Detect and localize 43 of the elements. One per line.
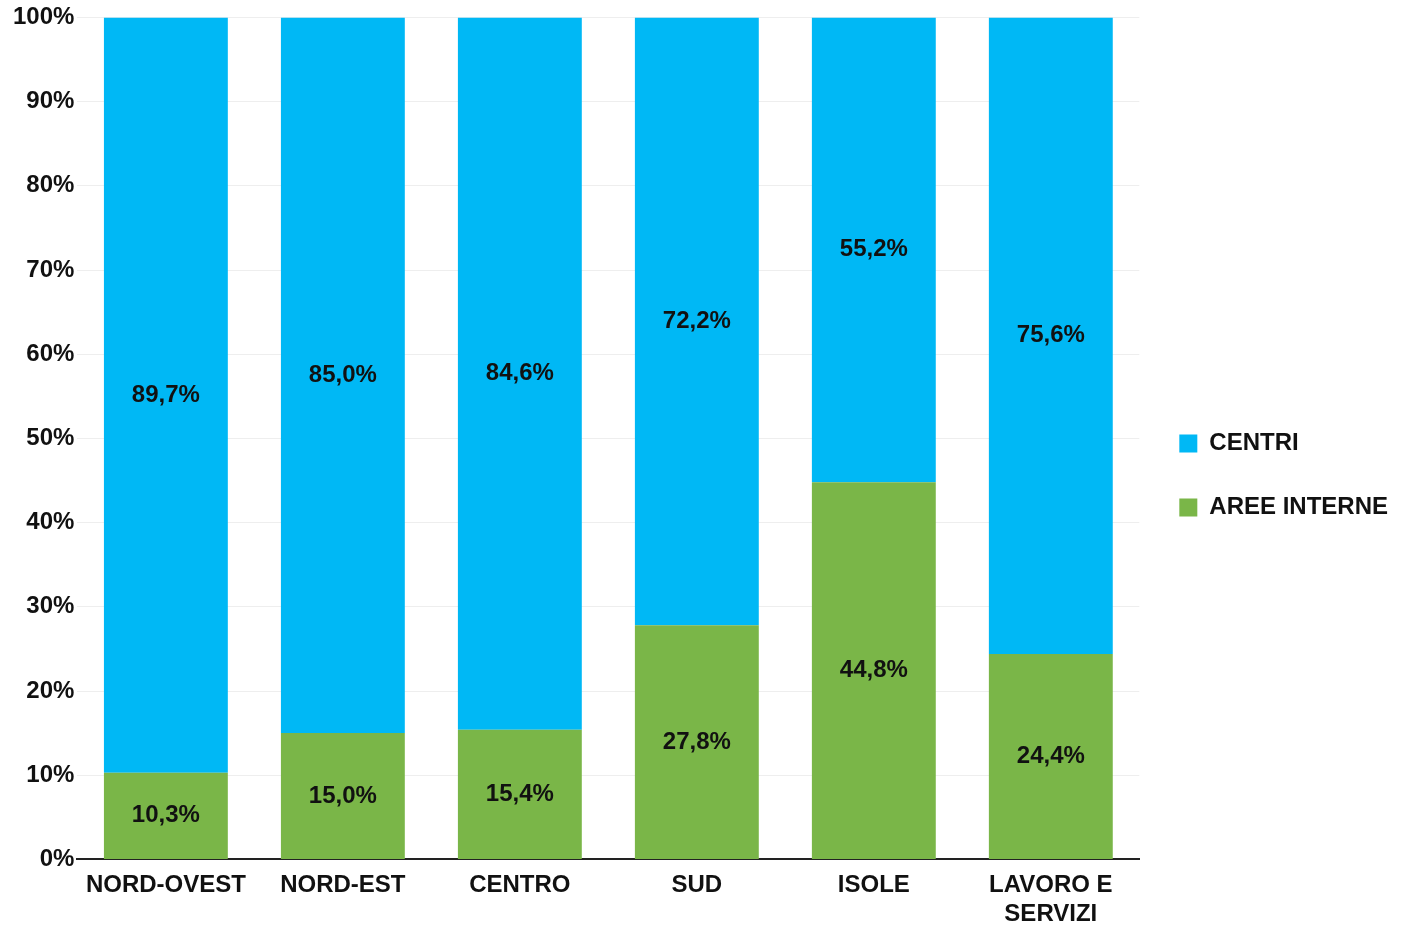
y-tick-label: 40%: [26, 507, 75, 535]
y-tick-label: 50%: [26, 423, 75, 451]
legend-label: AREE INTERNE: [1209, 492, 1388, 520]
bar: [988, 653, 1113, 859]
data-label: 72,2%: [662, 305, 731, 333]
x-tick-label: LAVORO E SERVIZI: [989, 870, 1113, 927]
bar: [457, 17, 582, 730]
bar: [280, 17, 405, 734]
data-label: 85,0%: [308, 359, 377, 387]
y-tick-label: 20%: [26, 675, 75, 703]
bar: [634, 17, 759, 626]
data-label: 27,8%: [662, 726, 731, 754]
y-tick-label: 70%: [26, 254, 75, 282]
data-label: 84,6%: [485, 358, 554, 386]
bar: [457, 729, 582, 859]
x-tick-label: CENTRO: [469, 870, 571, 898]
y-tick-label: 10%: [26, 759, 75, 787]
data-label: 55,2%: [839, 234, 908, 262]
x-tick-label: ISOLE: [837, 870, 910, 898]
data-label: 75,6%: [1016, 320, 1085, 348]
y-tick-label: 80%: [26, 170, 75, 198]
data-label: 15,0%: [308, 780, 377, 808]
y-tick-label: 60%: [26, 338, 75, 366]
data-label: 24,4%: [1016, 741, 1085, 769]
bar: [103, 17, 228, 773]
bar: [988, 17, 1113, 654]
y-tick-label: 90%: [26, 86, 75, 114]
data-label: 89,7%: [131, 379, 200, 407]
x-tick-label: SUD: [671, 870, 723, 898]
data-label: 44,8%: [839, 655, 908, 683]
legend-label: CENTRI: [1209, 428, 1299, 456]
y-tick-label: 30%: [26, 591, 75, 619]
x-tick-label: NORD-EST: [280, 870, 406, 898]
bar: [634, 625, 759, 859]
y-tick-label: 100%: [12, 2, 75, 30]
bar: [103, 772, 228, 859]
data-label: 15,4%: [485, 778, 554, 806]
y-tick-label: 0%: [39, 844, 75, 872]
bar: [280, 733, 405, 859]
bar: [811, 482, 936, 859]
x-tick-label: NORD-OVEST: [85, 870, 247, 898]
data-label: 10,3%: [131, 800, 200, 828]
bar: [811, 17, 936, 483]
